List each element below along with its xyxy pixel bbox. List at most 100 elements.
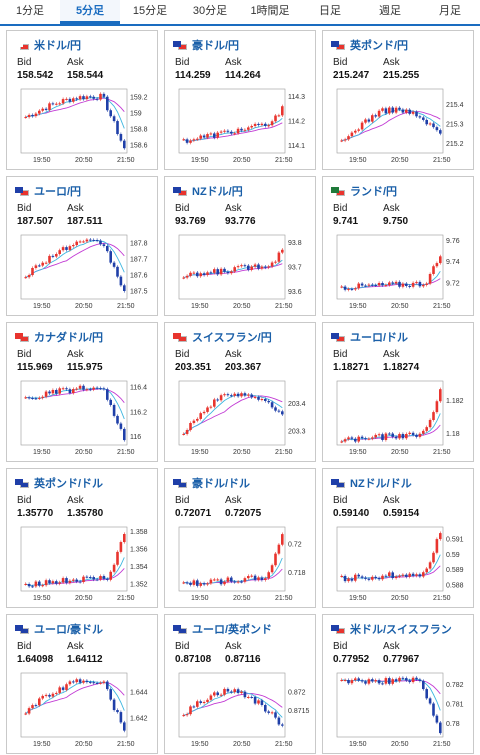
candle [350,578,354,581]
tab-3[interactable]: 15分足 [132,5,168,17]
candle [109,571,112,580]
pair-title[interactable]: ランド/円 [331,183,397,199]
tab-1[interactable]: 1分足 [15,5,45,17]
pair-title[interactable]: 英ポンド/ドル [15,475,103,491]
candle [61,388,65,390]
rate-card[interactable]: ユーロ/ドル Bid 1.18271 Ask 1.18274 1.182 1.18 19:50… [322,322,474,462]
pair-title[interactable]: 米ドル/スイスフラン [331,621,452,637]
pair-name: NZドル/円 [192,186,243,198]
candle [102,681,106,683]
tab-5[interactable]: 1時間足 [250,5,290,17]
candle [185,275,189,278]
x-tick-label: 20:50 [391,449,409,456]
candle [112,699,116,711]
candle [99,93,102,100]
tab-7[interactable]: 週足 [379,5,401,17]
rate-card[interactable]: ランド/円 Bid 9.741 Ask 9.750 9.76 9.74 9.72 19:50 20… [322,176,474,316]
candle [354,130,357,133]
candle [109,399,112,405]
rate-card[interactable]: ユーロ/円 Bid 187.507 Ask 187.511 187.8 187.7 187.6… [6,176,158,316]
y-tick-label: 0.59 [446,552,460,559]
chart-frame [336,380,444,446]
pair-title[interactable]: カナダドル/円 [15,329,103,345]
candle [92,682,95,684]
candle [240,265,243,267]
candle [435,715,439,723]
rate-card[interactable]: カナダドル/円 Bid 115.969 Ask 115.975 116.4 116.2 116… [6,322,158,462]
candle [415,574,418,576]
rate-card[interactable]: スイスフラン/円 Bid 203.351 Ask 203.367 203.4 203.3 19… [164,322,316,462]
candle [38,397,41,399]
candle [209,695,213,700]
x-tick-label: 19:50 [191,157,209,164]
y-tick-label: 114.2 [288,119,305,126]
tab-6[interactable]: 日足 [319,5,341,17]
candle [89,682,92,684]
pair-title[interactable]: 豪ドル/ドル [173,475,250,491]
moving-average-short [183,557,283,585]
pair-title[interactable]: ユーロ/ドル [331,329,408,345]
candle [388,107,391,114]
pair-title[interactable]: ユーロ/円 [15,183,81,199]
currency-flag-icon [331,186,345,196]
tab-4[interactable]: 30分足 [192,5,228,17]
candle [123,285,126,291]
candle [68,246,72,250]
candle [202,273,206,275]
pair-title[interactable]: ユーロ/豪ドル [15,621,103,637]
candle [123,534,126,543]
candle [250,575,253,577]
x-tick-label: 21:50 [117,449,135,456]
candle [216,269,219,275]
tab-8[interactable]: 月足 [439,5,461,17]
candle [226,130,230,132]
chart-frame [178,234,286,300]
candle [257,396,260,400]
rate-card[interactable]: ユーロ/英ポンド Bid 0.87108 Ask 0.87116 0.872 0.8715 1… [164,614,316,754]
candle [65,247,68,250]
rate-card[interactable]: ユーロ/豪ドル Bid 1.64098 Ask 1.64112 1.644 1.642 19:… [6,614,158,754]
rate-card[interactable]: 米ドル/スイスフラン Bid 0.77952 Ask 0.77967 0.782 0.781… [322,614,474,754]
price-chart: 1.644 1.642 19:50 20:50 21:50 [20,672,148,748]
chart-frame [336,672,444,738]
rate-card[interactable]: 豪ドル/ドル Bid 0.72071 Ask 0.72075 0.72 0.718 19:50… [164,468,316,608]
candle [58,250,61,255]
candle [415,677,418,680]
rate-card[interactable]: 米ドル/円 Bid 158.542 Ask 158.544 159.2 159 158.8 15… [6,30,158,170]
candle [48,255,51,263]
candle [65,98,68,100]
candle [223,688,226,695]
price-chart: 1.182 1.18 19:50 20:50 21:50 [336,380,464,456]
candle [233,689,236,693]
candle [253,575,257,580]
y-tick-label: 187.7 [130,257,148,264]
candle [394,436,398,439]
tab-2[interactable]: 5分足 [60,0,120,24]
bid-label: Bid [175,349,190,360]
currency-flag-icon [331,332,345,342]
x-tick-label: 21:50 [117,595,135,602]
candle [209,579,213,584]
rate-card[interactable]: 英ポンド/ドル Bid 1.35770 Ask 1.35780 1.358 1.356 1.3… [6,468,158,608]
candle [350,132,354,137]
pair-title[interactable]: 米ドル/円 [15,37,81,53]
candle [38,581,41,586]
pair-title[interactable]: ユーロ/英ポンド [173,621,272,637]
pair-title[interactable]: 豪ドル/円 [173,37,239,53]
rate-card[interactable]: 豪ドル/円 Bid 114.259 Ask 114.264 114.3 114.2 114.1… [164,30,316,170]
candle [247,127,250,130]
rate-card[interactable]: NZドル/円 Bid 93.769 Ask 93.776 93.8 93.7 93.6 19:5… [164,176,316,316]
candle [233,393,236,396]
candle [253,264,257,267]
rate-card[interactable]: NZドル/ドル Bid 0.59140 Ask 0.59154 0.591 0.59 0.58… [322,468,474,608]
pair-title[interactable]: NZドル/円 [173,183,243,199]
pair-title[interactable]: NZドル/ドル [331,475,412,491]
rate-card[interactable]: 英ポンド/円 Bid 215.247 Ask 215.255 215.4 215.3 215.… [322,30,474,170]
candle [34,705,38,707]
candle [391,107,394,113]
pair-title[interactable]: 英ポンド/円 [331,37,408,53]
pair-title[interactable]: スイスフラン/円 [173,329,272,345]
candle [432,703,435,716]
moving-average-short [25,240,125,278]
ask-value: 9.750 [383,216,409,227]
